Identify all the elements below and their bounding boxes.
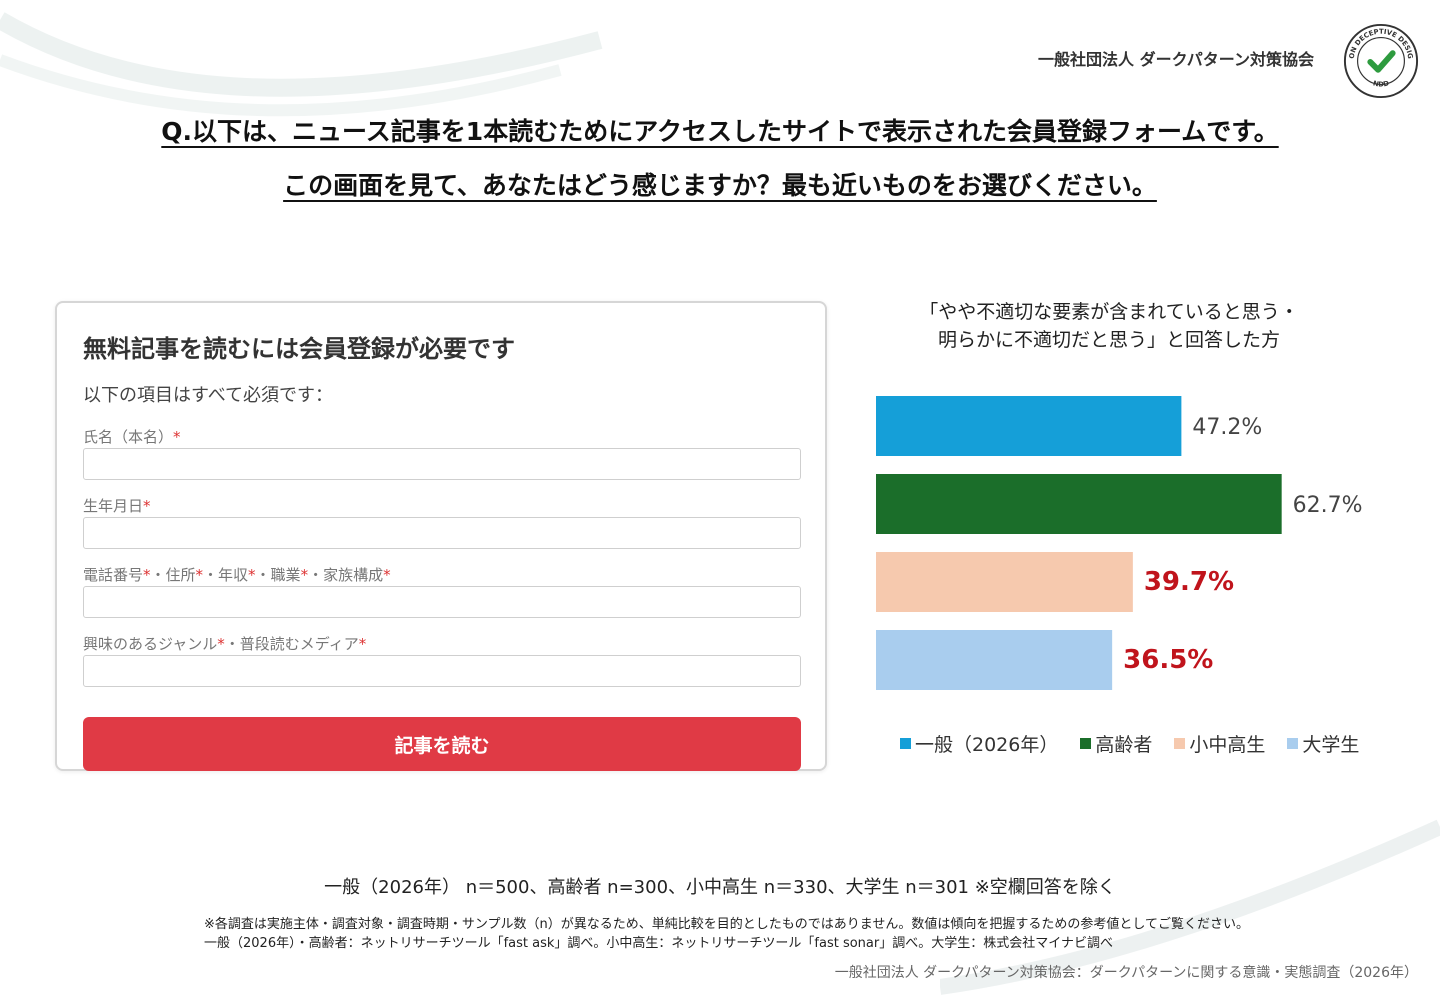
read-article-button[interactable]: 記事を読む (83, 717, 801, 771)
legend-label-general: 一般（2026年） (915, 734, 1059, 756)
chart-title-line-1: 「やや不適切な要素が含まれていると思う・ (919, 301, 1299, 323)
bar-value-label-general: 47.2% (1192, 415, 1262, 440)
question-line-2: この画面を見て、あなたはどう感じますか？最も近いものをお選びください。 (283, 171, 1157, 200)
bar-general (876, 396, 1182, 456)
legend-item-elderly: 高齢者 (1080, 730, 1152, 757)
legend-label-students-k12: 小中高生 (1189, 734, 1266, 756)
legend-swatch-students-k12 (1174, 738, 1186, 749)
legend-swatch-university (1287, 738, 1299, 749)
legend-item-university: 大学生 (1287, 730, 1359, 757)
sample-size-note: 一般（2026年） n＝500、高齢者 n=300、小中高生 n＝330、大学生… (324, 877, 1116, 898)
field-label-name: 氏名（本名）* (83, 428, 181, 446)
name-input[interactable] (83, 448, 801, 480)
organization-name: 一般社団法人 ダークパターン対策協会 (1038, 50, 1314, 69)
fine-print-sources: 一般（2026年）・高齢者：ネットリサーチツール「fast ask」調べ。小中高… (204, 936, 1113, 951)
svg-text:NDD: NDD (1372, 79, 1390, 88)
fine-print-disclaimer: ※各調査は実施主体・調査対象・調査時期・サンプル数（n）が異なるため、単純比較を… (204, 917, 1249, 932)
bar-university (876, 630, 1113, 690)
field-label-contact-details: 電話番号*・住所*・年収*・職業*・家族構成* (83, 566, 391, 584)
bar-value-label-elderly: 62.7% (1293, 493, 1363, 518)
chart-legend: 一般（2026年） 高齢者 小中高生 大学生 (900, 730, 1359, 757)
chart-title-line-2: 明らかに不適切だと思う」と回答した方 (937, 329, 1280, 351)
bar-value-label-students-k12: 39.7% (1144, 567, 1234, 597)
form-title: 無料記事を読むには会員登録が必要です (83, 335, 515, 363)
interests-input[interactable] (83, 655, 801, 687)
birthdate-input[interactable] (83, 517, 801, 549)
field-label-interests: 興味のあるジャンル*・普段読むメディア* (83, 635, 367, 653)
legend-label-elderly: 高齢者 (1095, 734, 1153, 756)
bar-elderly (876, 474, 1282, 534)
legend-swatch-elderly (1080, 738, 1092, 749)
legend-label-university: 大学生 (1302, 734, 1360, 756)
legend-item-students-k12: 小中高生 (1174, 730, 1265, 757)
contact-details-input[interactable] (83, 586, 801, 618)
survey-source: 一般社団法人 ダークパターン対策協会：ダークパターンに関する意識・実態調査（20… (834, 965, 1418, 981)
bar-value-label-university: 36.5% (1123, 645, 1213, 675)
legend-swatch-general (900, 738, 911, 749)
question-line-1: Q.以下は、ニュース記事を1本読むためにアクセスしたサイトで表示された会員登録フ… (161, 117, 1279, 146)
field-label-birthdate: 生年月日* (83, 497, 151, 515)
form-subtitle: 以下の項目はすべて必須です： (83, 385, 334, 406)
registration-form-card: 無料記事を読むには会員登録が必要です 以下の項目はすべて必須です： 氏名（本名）… (55, 301, 827, 771)
legend-item-general: 一般（2026年） (900, 730, 1058, 757)
bar-students-k12 (876, 552, 1133, 612)
